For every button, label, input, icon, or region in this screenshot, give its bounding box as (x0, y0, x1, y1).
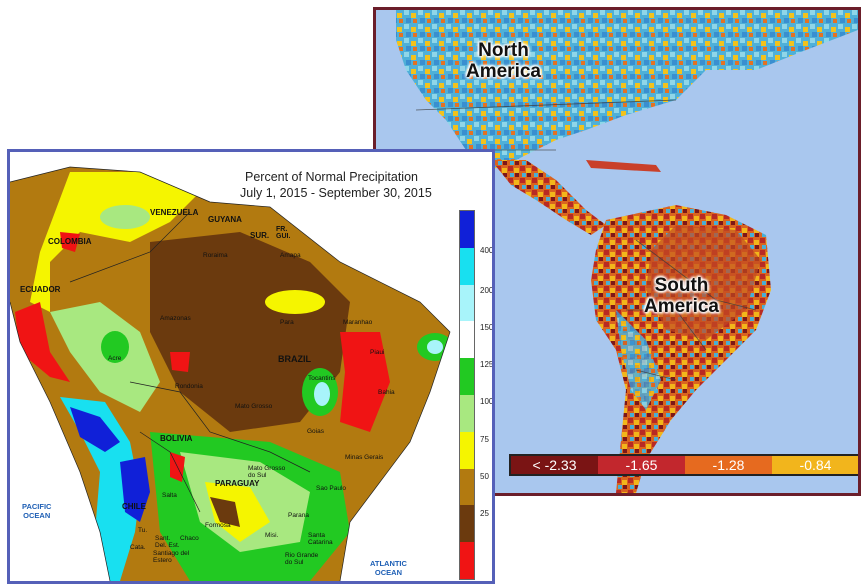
label-mato-grosso: Mato Grosso (235, 403, 273, 410)
legend-tick-75: 75 (480, 435, 489, 444)
precip-map (10, 152, 492, 581)
label-roraima: Roraima (203, 252, 228, 259)
colorbar-seg-3: -1.28 (685, 456, 772, 474)
label-brazil: BRAZIL (278, 354, 311, 364)
precip-map-panel: Percent of Normal Precipitation July 1, … (7, 149, 495, 584)
label-french-guiana: FR. GUI. (276, 226, 291, 240)
legend-swatch-3 (460, 284, 474, 322)
legend-swatch-8 (460, 468, 474, 506)
label-amapa: Amapa (280, 252, 301, 259)
legend-tick-200: 200 (480, 286, 494, 295)
legend-tick-150: 150 (480, 323, 494, 332)
atlantic-ocean-label: ATLANTIC OCEAN (370, 559, 407, 577)
map-title: Percent of Normal Precipitation (245, 170, 418, 184)
colorbar-seg-1: < -2.33 (511, 456, 598, 474)
label-catamarca: Cata. (130, 544, 146, 551)
label-santa-catarina: Santa Catarina (308, 532, 333, 546)
legend-tick-100: 100 (480, 397, 494, 406)
label-maranhao: Maranhao (343, 319, 373, 326)
label-tucuman: Tu. (138, 527, 148, 534)
legend-tick-50: 50 (480, 472, 489, 481)
label-tocantins: Tocantins (308, 375, 336, 382)
legend-swatch-10 (460, 542, 474, 579)
legend-swatch-9 (460, 505, 474, 543)
label-rondonia: Rondonia (175, 383, 203, 390)
label-bahia: Bahia (378, 389, 395, 396)
label-ecuador: ECUADOR (20, 285, 61, 294)
label-sant-del-est: Sant. Del. Est. (155, 535, 180, 549)
label-chaco: Chaco (180, 535, 199, 542)
label-rio-grande-do-sul: Rio Grande do Sul (285, 552, 319, 566)
label-para: Para (280, 319, 294, 326)
legend-tick-400: 400 (480, 246, 494, 255)
label-amazonas: Amazonas (160, 315, 191, 322)
label-goias: Goias (307, 428, 324, 435)
label-colombia: COLOMBIA (48, 237, 92, 246)
legend-swatch-4 (460, 321, 474, 359)
label-parana: Parana (288, 512, 309, 519)
label-acre: Acre (108, 355, 122, 362)
colorbar-seg-2: -1.65 (598, 456, 685, 474)
map-subtitle: July 1, 2015 - September 30, 2015 (240, 186, 432, 200)
label-chile: CHILE (122, 502, 146, 511)
label-bolivia: BOLIVIA (160, 434, 193, 443)
north-america-text: North America (466, 40, 541, 82)
label-misiones: Misi. (265, 532, 279, 539)
north-america-label: North America (466, 40, 541, 82)
legend-swatch-5 (460, 358, 474, 395)
label-formosa: Formosa (205, 522, 231, 529)
legend-swatch-6 (460, 394, 474, 432)
label-paraguay: PARAGUAY (215, 479, 260, 488)
label-suriname: SUR. (250, 231, 270, 240)
precip-legend (459, 210, 475, 580)
label-guyana: GUYANA (208, 215, 242, 224)
legend-swatch-1 (460, 211, 474, 248)
label-santiago-del-estero: Santiago del Estero (153, 550, 190, 564)
south-america-text: South America (644, 275, 719, 317)
label-salta: Salta (162, 492, 177, 499)
label-minas-gerais: Minas Gerais (345, 454, 384, 461)
label-venezuela: VENEZUELA (150, 208, 199, 217)
legend-swatch-2 (460, 247, 474, 285)
label-piaui: Piaui (370, 349, 385, 356)
spi-colorbar: < -2.33 -1.65 -1.28 -0.84 (509, 454, 858, 476)
legend-swatch-7 (460, 431, 474, 469)
label-sao-paulo: Sao Paulo (316, 485, 346, 492)
spi-map-panel: North America South America < -2.33 -1.6… (373, 7, 861, 496)
south-america-label: South America (644, 275, 719, 317)
legend-tick-125: 125 (480, 360, 494, 369)
colorbar-seg-4: -0.84 (772, 456, 858, 474)
legend-tick-25: 25 (480, 509, 489, 518)
label-mato-grosso-do-sul: Mato Grosso do Sul (248, 465, 286, 479)
americas-map (396, 10, 858, 493)
pacific-ocean-label: PACIFIC OCEAN (22, 502, 52, 520)
